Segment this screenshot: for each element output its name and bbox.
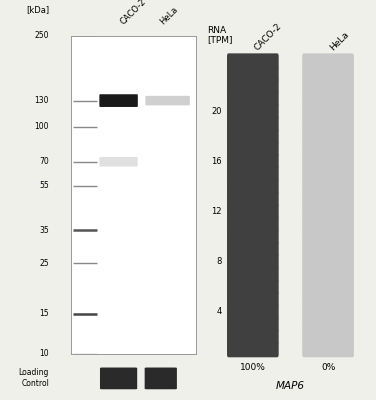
FancyBboxPatch shape bbox=[227, 292, 279, 307]
Text: HeLa: HeLa bbox=[158, 5, 180, 26]
FancyBboxPatch shape bbox=[227, 91, 279, 107]
FancyBboxPatch shape bbox=[302, 116, 354, 132]
Text: 20: 20 bbox=[211, 107, 222, 116]
FancyBboxPatch shape bbox=[302, 104, 354, 119]
FancyBboxPatch shape bbox=[227, 216, 279, 232]
FancyBboxPatch shape bbox=[302, 91, 354, 107]
FancyBboxPatch shape bbox=[302, 266, 354, 282]
FancyBboxPatch shape bbox=[227, 254, 279, 270]
Text: 100%: 100% bbox=[240, 363, 266, 372]
FancyBboxPatch shape bbox=[302, 292, 354, 307]
Text: 55: 55 bbox=[39, 181, 49, 190]
FancyBboxPatch shape bbox=[302, 304, 354, 320]
Text: Low: Low bbox=[159, 372, 175, 380]
FancyBboxPatch shape bbox=[99, 94, 138, 107]
FancyBboxPatch shape bbox=[302, 279, 354, 295]
Text: [kDa]: [kDa] bbox=[26, 5, 49, 14]
FancyBboxPatch shape bbox=[302, 329, 354, 345]
FancyBboxPatch shape bbox=[302, 241, 354, 257]
Text: HeLa: HeLa bbox=[328, 30, 350, 53]
FancyBboxPatch shape bbox=[227, 66, 279, 82]
FancyBboxPatch shape bbox=[302, 78, 354, 94]
Text: [TPM]: [TPM] bbox=[207, 35, 232, 44]
Text: 25: 25 bbox=[39, 259, 49, 268]
Text: CACO-2: CACO-2 bbox=[118, 0, 148, 26]
FancyBboxPatch shape bbox=[302, 216, 354, 232]
Text: 8: 8 bbox=[217, 257, 222, 266]
FancyBboxPatch shape bbox=[302, 166, 354, 182]
FancyBboxPatch shape bbox=[227, 141, 279, 157]
FancyBboxPatch shape bbox=[227, 279, 279, 295]
Text: MAP6: MAP6 bbox=[276, 381, 305, 391]
Text: High: High bbox=[109, 372, 128, 380]
FancyBboxPatch shape bbox=[302, 342, 354, 357]
Text: 15: 15 bbox=[39, 310, 49, 318]
FancyBboxPatch shape bbox=[227, 304, 279, 320]
Text: 100: 100 bbox=[35, 122, 49, 131]
FancyBboxPatch shape bbox=[146, 96, 190, 105]
FancyBboxPatch shape bbox=[227, 342, 279, 357]
FancyBboxPatch shape bbox=[227, 229, 279, 244]
FancyBboxPatch shape bbox=[227, 329, 279, 345]
FancyBboxPatch shape bbox=[302, 53, 354, 69]
Text: 16: 16 bbox=[211, 157, 222, 166]
FancyBboxPatch shape bbox=[302, 128, 354, 144]
FancyBboxPatch shape bbox=[227, 179, 279, 194]
Text: 4: 4 bbox=[217, 307, 222, 316]
FancyBboxPatch shape bbox=[302, 66, 354, 82]
Text: 0%: 0% bbox=[321, 363, 335, 372]
Text: 35: 35 bbox=[39, 226, 49, 235]
FancyBboxPatch shape bbox=[100, 157, 138, 166]
FancyBboxPatch shape bbox=[302, 191, 354, 207]
Text: 250: 250 bbox=[35, 32, 49, 40]
FancyBboxPatch shape bbox=[302, 316, 354, 332]
FancyBboxPatch shape bbox=[302, 141, 354, 157]
Text: 130: 130 bbox=[35, 96, 49, 105]
FancyBboxPatch shape bbox=[227, 266, 279, 282]
FancyBboxPatch shape bbox=[302, 254, 354, 270]
FancyBboxPatch shape bbox=[100, 368, 137, 389]
FancyBboxPatch shape bbox=[302, 154, 354, 169]
FancyBboxPatch shape bbox=[227, 204, 279, 220]
FancyBboxPatch shape bbox=[227, 154, 279, 169]
FancyBboxPatch shape bbox=[227, 53, 279, 69]
FancyBboxPatch shape bbox=[302, 179, 354, 194]
FancyBboxPatch shape bbox=[227, 316, 279, 332]
FancyBboxPatch shape bbox=[227, 104, 279, 119]
FancyBboxPatch shape bbox=[227, 191, 279, 207]
Text: 10: 10 bbox=[39, 350, 49, 358]
FancyBboxPatch shape bbox=[145, 368, 177, 389]
FancyBboxPatch shape bbox=[227, 166, 279, 182]
FancyBboxPatch shape bbox=[302, 204, 354, 220]
Text: 12: 12 bbox=[211, 207, 222, 216]
FancyBboxPatch shape bbox=[227, 241, 279, 257]
FancyBboxPatch shape bbox=[302, 229, 354, 244]
Text: RNA: RNA bbox=[207, 26, 226, 35]
FancyBboxPatch shape bbox=[227, 128, 279, 144]
Text: CACO-2: CACO-2 bbox=[253, 22, 284, 53]
Text: Loading
Control: Loading Control bbox=[19, 368, 49, 388]
Text: 70: 70 bbox=[39, 157, 49, 166]
FancyBboxPatch shape bbox=[227, 116, 279, 132]
FancyBboxPatch shape bbox=[227, 78, 279, 94]
